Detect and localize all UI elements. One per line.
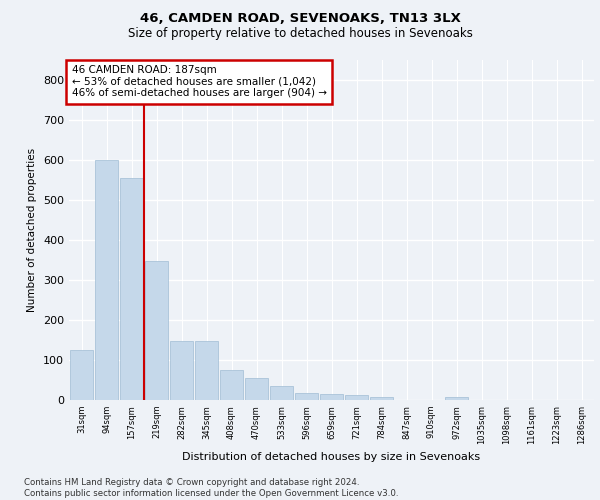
Bar: [95, 160, 118, 400]
Text: Contains HM Land Registry data © Crown copyright and database right 2024.
Contai: Contains HM Land Registry data © Crown c…: [24, 478, 398, 498]
Text: 46 CAMDEN ROAD: 187sqm
← 53% of detached houses are smaller (1,042)
46% of semi-: 46 CAMDEN ROAD: 187sqm ← 53% of detached…: [71, 65, 326, 98]
Bar: [344, 395, 368, 400]
Bar: [320, 394, 343, 400]
Y-axis label: Number of detached properties: Number of detached properties: [28, 148, 37, 312]
Text: 46, CAMDEN ROAD, SEVENOAKS, TN13 3LX: 46, CAMDEN ROAD, SEVENOAKS, TN13 3LX: [140, 12, 460, 26]
Bar: [370, 397, 394, 400]
Bar: [269, 386, 293, 400]
Bar: [194, 341, 218, 400]
Bar: [220, 370, 244, 400]
Bar: [119, 178, 143, 400]
Bar: [245, 378, 268, 400]
X-axis label: Distribution of detached houses by size in Sevenoaks: Distribution of detached houses by size …: [182, 452, 481, 462]
Bar: [170, 341, 193, 400]
Text: Size of property relative to detached houses in Sevenoaks: Size of property relative to detached ho…: [128, 28, 472, 40]
Bar: [295, 393, 319, 400]
Bar: [70, 350, 94, 400]
Bar: [145, 261, 169, 400]
Bar: [445, 397, 469, 400]
